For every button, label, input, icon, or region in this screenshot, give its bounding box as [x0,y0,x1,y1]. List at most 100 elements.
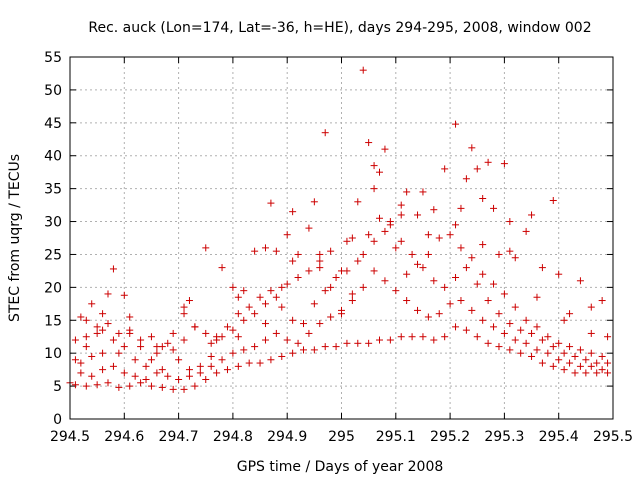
data-point [305,224,313,232]
data-point [500,160,508,168]
data-point [120,291,128,299]
data-point [484,158,492,166]
data-point [180,336,188,344]
data-point [479,195,487,203]
x-tick-label: 294.5 [50,429,90,445]
data-point [316,250,324,258]
data-point [441,165,449,173]
data-point [99,349,107,357]
data-point [251,310,259,318]
data-point [593,359,601,367]
data-point [598,297,606,305]
data-point [169,329,177,337]
data-point [77,359,85,367]
data-point [544,349,552,357]
data-point [598,352,606,360]
data-point [473,280,481,288]
data-point [495,343,503,351]
data-point [576,277,584,285]
data-point [283,280,291,288]
x-tick-label: 294.6 [104,429,144,445]
data-point [99,310,107,318]
x-tick-label: 295.2 [430,429,470,445]
data-point [158,366,166,374]
data-point [528,329,536,337]
data-point [370,237,378,245]
data-point [359,250,367,258]
y-axis-ticks: 0 5 10 15 20 25 30 35 40 45 50 55 [44,50,613,428]
y-tick-label: 35 [44,182,62,198]
y-tick-label: 45 [44,116,62,132]
data-point [240,346,248,354]
y-tick-label: 40 [44,149,62,165]
data-point [555,356,563,364]
data-point [549,196,557,204]
data-point [316,264,324,272]
data-point [261,300,269,308]
data-point [549,362,557,370]
data-point [479,241,487,249]
data-point [365,339,373,347]
data-point [582,356,590,364]
data-point [343,237,351,245]
data-point [267,356,275,364]
data-point [370,267,378,275]
data-point [88,372,96,380]
data-point [403,270,411,278]
data-point [272,329,280,337]
data-point [587,329,595,337]
data-point [566,310,574,318]
data-point [500,329,508,337]
data-point [511,336,519,344]
data-point [500,290,508,298]
data-point [153,349,161,357]
data-point [104,290,112,298]
data-point [528,211,536,219]
data-point [392,287,400,295]
data-point [538,336,546,344]
data-point [289,349,297,357]
data-point [104,320,112,328]
data-point [191,323,199,331]
data-point [294,250,302,258]
data-point [104,379,112,387]
data-point [142,362,150,370]
data-point [126,329,134,337]
data-point [354,339,362,347]
data-point [386,336,394,344]
data-point [538,264,546,272]
data-point [435,310,443,318]
data-point [397,333,405,341]
y-tick-label: 25 [44,247,62,263]
x-tick-label: 295.4 [539,429,579,445]
data-point [424,250,432,258]
data-point [403,188,411,196]
data-point [484,297,492,305]
data-point [555,270,563,278]
data-point [490,280,498,288]
data-point [294,339,302,347]
y-tick-label: 20 [44,280,62,296]
y-tick-label: 30 [44,215,62,231]
data-point [202,376,210,384]
data-point [479,316,487,324]
y-tick-label: 55 [44,50,62,66]
data-point [137,336,145,344]
data-point [115,329,123,337]
data-point [234,362,242,370]
data-point [71,356,79,364]
data-point [218,356,226,364]
data-point [202,244,210,252]
data-point [397,201,405,209]
data-point [430,336,438,344]
data-point [93,329,101,337]
data-point [462,175,470,183]
data-point [560,366,568,374]
data-point [414,306,422,314]
data-point [490,204,498,212]
data-point [88,300,96,308]
data-point [495,310,503,318]
data-point [115,383,123,391]
data-point [343,339,351,347]
